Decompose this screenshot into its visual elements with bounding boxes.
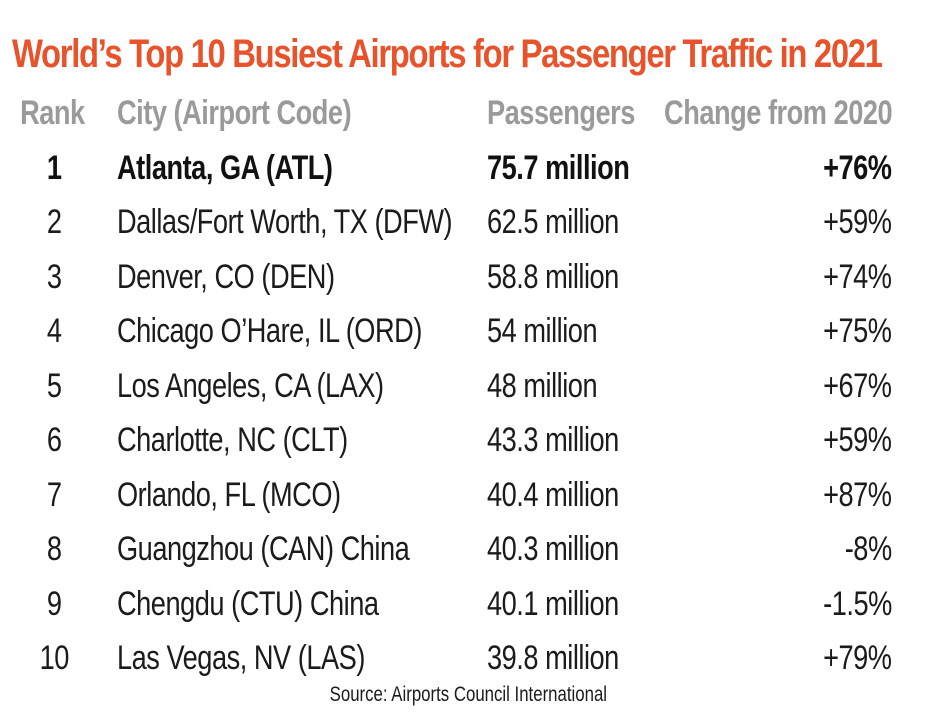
rank-cell: 10 xyxy=(39,639,69,677)
table-row: 6 Charlotte, NC (CLT) 43.3 million +59% xyxy=(0,413,936,468)
rank-cell: 4 xyxy=(46,312,62,350)
rank-cell: 2 xyxy=(46,203,62,241)
change-cell: +79% xyxy=(823,639,893,677)
change-cell: -8% xyxy=(845,530,892,568)
change-cell: +59% xyxy=(823,203,893,241)
city-cell: Guangzhou (CAN) China xyxy=(117,530,410,568)
change-cell: +74% xyxy=(823,257,893,296)
passengers-cell: 39.8 million xyxy=(487,639,619,677)
passengers-cell: 40.4 million xyxy=(487,475,619,514)
header-city: City (Airport Code) xyxy=(117,94,352,132)
city-cell: Los Angeles, CA (LAX) xyxy=(117,366,384,405)
rank-cell: 3 xyxy=(46,257,62,296)
rank-cell: 5 xyxy=(46,366,62,405)
header-rank: Rank xyxy=(20,94,85,132)
table-row: 1 Atlanta, GA (ATL) 75.7 million +76% xyxy=(0,141,936,196)
table-row: 2 Dallas/Fort Worth, TX (DFW) 62.5 milli… xyxy=(0,195,936,250)
source-note: Source: Airports Council International xyxy=(329,683,607,706)
table-row: 4 Chicago O’Hare, IL (ORD) 54 million +7… xyxy=(0,304,936,359)
rank-cell: 8 xyxy=(46,530,62,568)
change-cell: +76% xyxy=(823,148,893,187)
passengers-cell: 40.1 million xyxy=(487,584,619,623)
header-passengers: Passengers xyxy=(487,94,635,132)
city-cell: Denver, CO (DEN) xyxy=(117,257,335,296)
table-row: 7 Orlando, FL (MCO) 40.4 million +87% xyxy=(0,468,936,523)
city-cell: Dallas/Fort Worth, TX (DFW) xyxy=(117,203,453,241)
change-cell: +59% xyxy=(823,421,893,459)
city-cell: Charlotte, NC (CLT) xyxy=(117,421,348,459)
city-cell: Atlanta, GA (ATL) xyxy=(117,148,333,187)
city-cell: Las Vegas, NV (LAS) xyxy=(117,639,365,677)
change-cell: +67% xyxy=(823,366,893,405)
airport-table: Rank City (Airport Code) Passengers Chan… xyxy=(0,86,936,686)
passengers-cell: 54 million xyxy=(487,312,598,350)
table-header-row: Rank City (Airport Code) Passengers Chan… xyxy=(0,86,936,141)
city-cell: Chicago O’Hare, IL (ORD) xyxy=(117,312,422,350)
change-cell: -1.5% xyxy=(823,584,892,623)
rank-cell: 9 xyxy=(46,584,62,623)
rank-cell: 7 xyxy=(46,475,62,514)
header-change: Change from 2020 xyxy=(663,94,893,132)
passengers-cell: 62.5 million xyxy=(487,203,619,241)
table-row: 3 Denver, CO (DEN) 58.8 million +74% xyxy=(0,250,936,305)
table-row: 8 Guangzhou (CAN) China 40.3 million -8% xyxy=(0,522,936,577)
passengers-cell: 75.7 million xyxy=(487,148,630,187)
change-cell: +87% xyxy=(823,475,893,514)
chart-title: World’s Top 10 Busiest Airports for Pass… xyxy=(12,32,883,76)
passengers-cell: 43.3 million xyxy=(487,421,619,459)
city-cell: Orlando, FL (MCO) xyxy=(117,475,341,514)
table-row: 5 Los Angeles, CA (LAX) 48 million +67% xyxy=(0,359,936,414)
rank-cell: 1 xyxy=(46,148,62,187)
passengers-cell: 58.8 million xyxy=(487,257,619,296)
rank-cell: 6 xyxy=(46,421,62,459)
table-row: 10 Las Vegas, NV (LAS) 39.8 million +79% xyxy=(0,631,936,686)
city-cell: Chengdu (CTU) China xyxy=(117,584,379,623)
table-row: 9 Chengdu (CTU) China 40.1 million -1.5% xyxy=(0,577,936,632)
passengers-cell: 40.3 million xyxy=(487,530,619,568)
passengers-cell: 48 million xyxy=(487,366,598,405)
change-cell: +75% xyxy=(823,312,893,350)
